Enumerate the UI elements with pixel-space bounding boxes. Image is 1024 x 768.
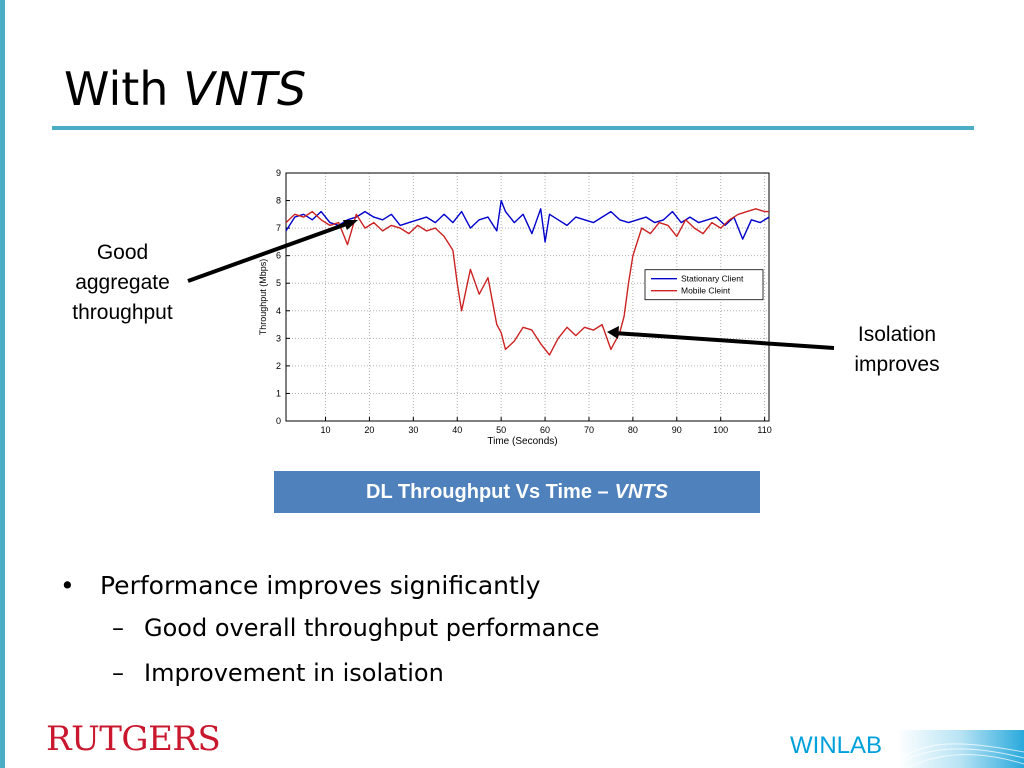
callout-left-line: aggregate <box>75 271 170 294</box>
throughput-chart: 0 1 2 3 4 5 6 7 8 9 10 20 30 40 50 60 70 80 90 100 110 Stati… <box>258 168 772 447</box>
x-tick-label: 20 <box>364 425 374 435</box>
y-tick-label: 1 <box>276 388 281 398</box>
bullet-text: Performance improves significantly <box>100 571 541 600</box>
winlab-logo-text: WINLAB <box>790 732 883 759</box>
bullet-mark: • <box>60 571 75 600</box>
winlab-logo-graphic <box>898 730 1024 768</box>
y-tick-label: 8 <box>276 196 281 206</box>
y-tick-label: 2 <box>276 361 281 371</box>
y-tick-label: 9 <box>276 168 281 178</box>
left-accent-bar <box>0 0 5 768</box>
callout-left-line: Good <box>96 241 149 264</box>
x-axis-label: Time (Seconds) <box>487 436 557 447</box>
legend-label: Mobile Cleint <box>681 286 731 296</box>
sub-bullet-item: – Good overall throughput performance <box>60 606 600 651</box>
y-tick-label: 6 <box>276 251 281 261</box>
bullet-list: • Performance improves significantly – Goo… <box>60 566 600 696</box>
x-tick-label: 110 <box>757 425 771 435</box>
x-tick-label: 90 <box>672 425 682 435</box>
caption-italic: VNTS <box>614 480 668 503</box>
callout-good-throughput: Good aggregate throughput <box>55 238 190 328</box>
callout-right-line: improves <box>854 353 940 376</box>
series-line-mobile <box>285 208 769 356</box>
chart-series <box>285 199 770 356</box>
y-tick-label: 0 <box>276 416 281 426</box>
x-tick-label: 50 <box>496 425 506 435</box>
y-tick-label: 3 <box>276 333 281 343</box>
x-tick-label: 60 <box>540 425 550 435</box>
sub-bullet-text: Good overall throughput performance <box>144 614 600 642</box>
x-tick-label: 30 <box>408 425 418 435</box>
x-tick-label: 100 <box>713 425 728 435</box>
x-tick-label: 10 <box>321 425 331 435</box>
x-tick-label: 70 <box>584 425 594 435</box>
caption-plain: DL Throughput Vs Time – <box>366 480 609 503</box>
dash-mark: – <box>112 659 124 687</box>
title-underline <box>52 126 974 130</box>
callout-left-line: throughput <box>72 301 173 324</box>
sub-bullet-item: – Improvement in isolation <box>60 651 600 696</box>
chart-legend: Stationary Client Mobile Cleint <box>644 269 764 301</box>
legend-box <box>644 269 764 301</box>
series-line-stationary <box>285 199 770 243</box>
sub-bullet-text: Improvement in isolation <box>144 659 444 687</box>
rutgers-logo: RUTGERS <box>46 719 221 759</box>
slide-title: With VNTS <box>64 66 306 112</box>
callout-isolation: Isolation improves <box>838 320 956 380</box>
y-axis-label: Throughput (Mbps) <box>258 259 268 336</box>
legend-label: Stationary Client <box>681 274 744 284</box>
title-plain: With <box>64 62 169 116</box>
bullet-item: • Performance improves significantly <box>60 566 600 606</box>
x-tick-label: 40 <box>452 425 462 435</box>
plot-frame <box>285 172 770 422</box>
dash-mark: – <box>112 614 124 642</box>
chart-caption: DL Throughput Vs Time – VNTS <box>274 471 760 513</box>
y-tick-label: 7 <box>276 223 281 233</box>
y-tick-label: 5 <box>276 278 281 288</box>
x-tick-label: 80 <box>628 425 638 435</box>
chart-ticks: 0 1 2 3 4 5 6 7 8 9 10 20 30 40 50 60 70 80 90 100 110 <box>276 168 772 435</box>
y-tick-label: 4 <box>276 306 281 316</box>
title-italic: VNTS <box>183 62 307 116</box>
callout-right-line: Isolation <box>857 323 937 346</box>
